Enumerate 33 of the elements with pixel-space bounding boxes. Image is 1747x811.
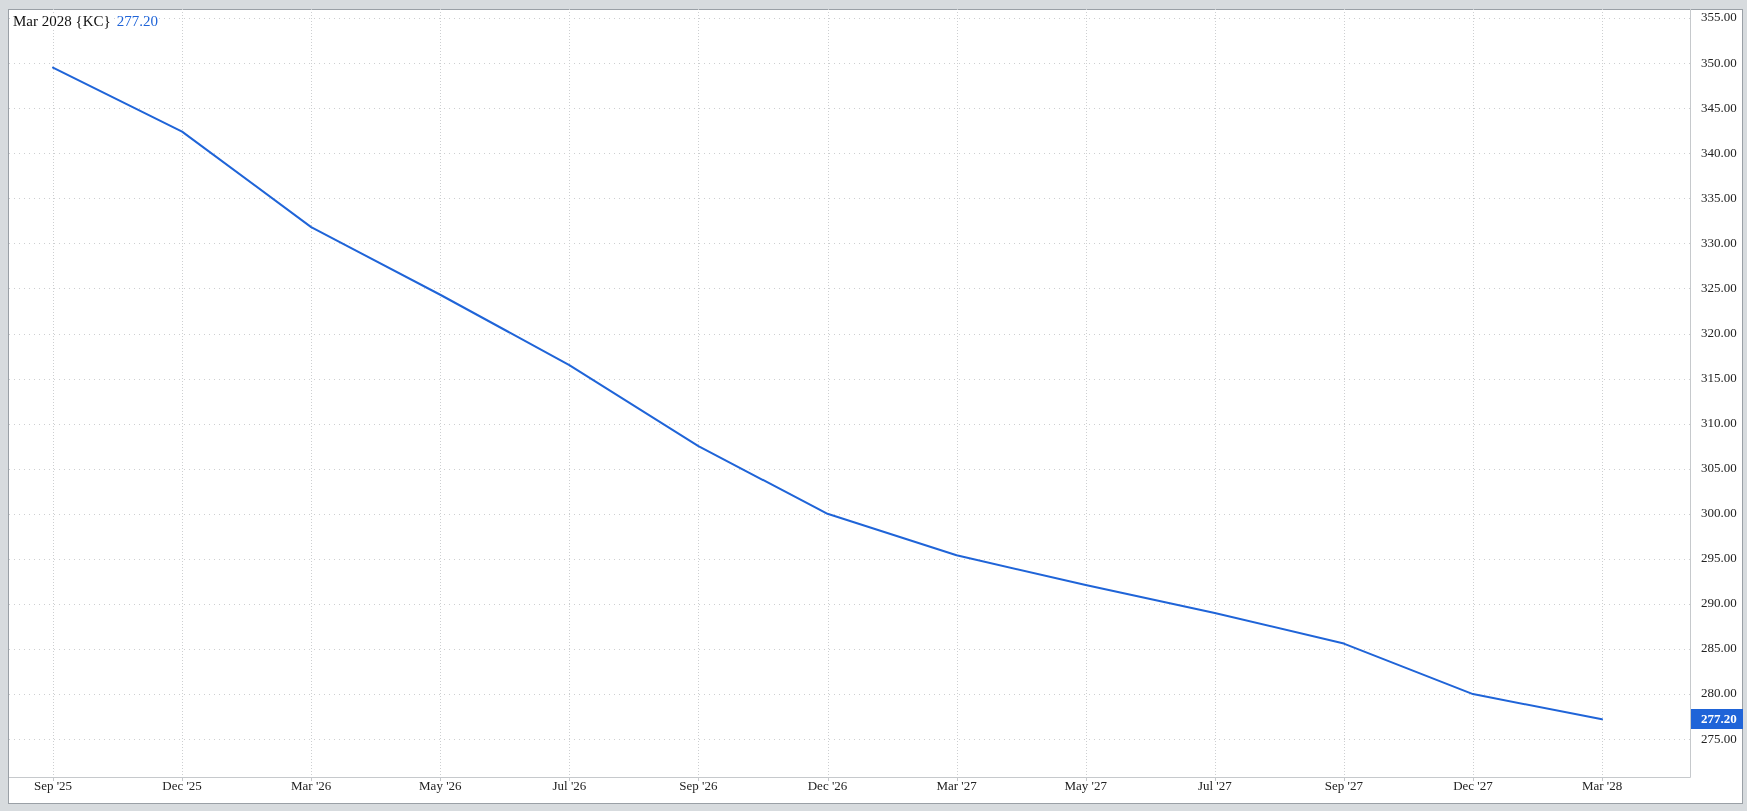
y-tick-label: 290.00 [1701,595,1737,611]
x-tick-label: May '26 [419,778,462,794]
x-tick-label: Mar '28 [1581,778,1623,794]
y-tick-label: 340.00 [1701,144,1737,160]
chart-subtitle: 277.20 [116,13,158,29]
x-tick-label: May '27 [1064,778,1108,794]
chart-title: Mar 2028 {KC} [13,13,111,29]
y-tick-label: 285.00 [1701,640,1737,656]
x-tick-label: Sep '27 [1324,778,1364,794]
text: 277.20 [1701,710,1737,726]
x-tick-label: Sep '26 [679,778,718,794]
y-tick-label: 320.00 [1701,324,1737,340]
y-tick-label: 355.00 [1701,9,1737,25]
y-tick-label: 325.00 [1701,279,1737,295]
y-tick-label: 350.00 [1701,54,1737,70]
x-tick-label: Mar '27 [936,778,978,794]
x-tick-label: Jul '26 [552,778,587,794]
y-tick-label: 345.00 [1701,99,1737,115]
y-tick-label: 280.00 [1701,685,1737,701]
y-tick-label: 315.00 [1701,370,1737,385]
y-tick-label: 300.00 [1701,505,1737,521]
x-tick-label: Jul '27 [1197,778,1233,794]
x-tick-label: Mar '26 [291,778,332,794]
y-tick-label: 335.00 [1701,189,1737,205]
x-tick-label: Sep '25 [33,778,73,794]
x-tick-label: Dec '27 [1453,778,1494,794]
y-tick-label: 330.00 [1701,234,1737,250]
y-tick-label: 295.00 [1701,550,1737,566]
y-tick-label: 305.00 [1701,460,1737,476]
y-tick-label: 310.00 [1701,415,1737,431]
x-tick-label: Dec '26 [807,778,848,794]
x-tick-label: Dec '25 [162,778,202,794]
y-tick-label: 275.00 [1701,730,1737,746]
